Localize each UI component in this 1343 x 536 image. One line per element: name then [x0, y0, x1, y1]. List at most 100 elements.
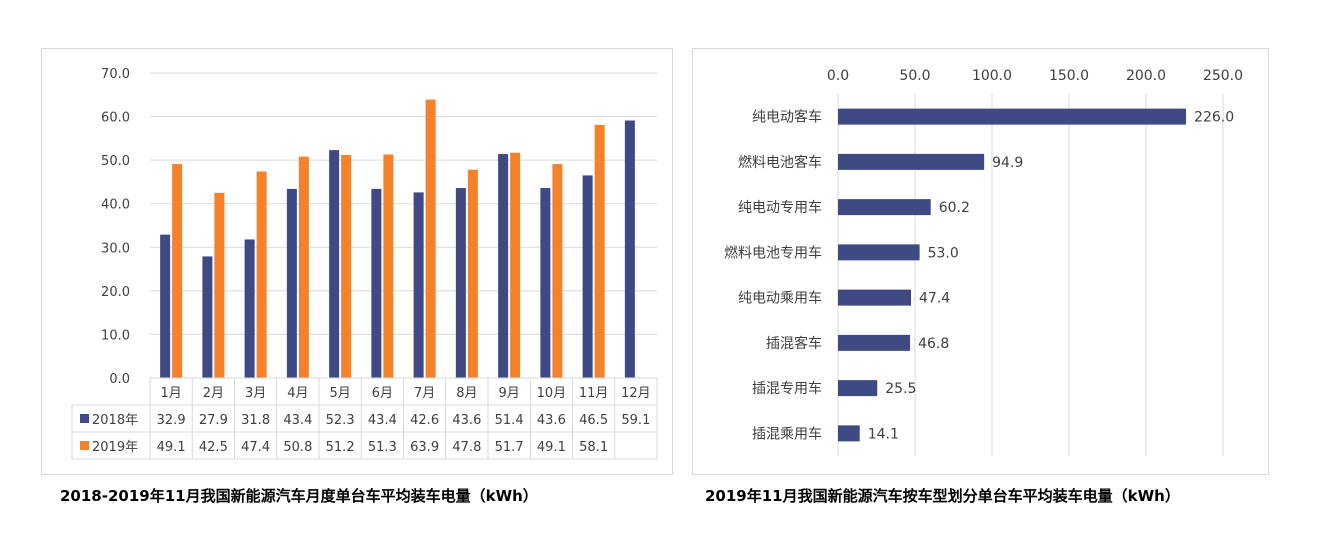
legend-key-2018年: [80, 414, 89, 423]
x-category-label: 2月: [203, 386, 224, 401]
x-category-label: 3月: [245, 386, 266, 401]
bar-插混乘用车: [838, 425, 860, 442]
table-value: 49.1: [157, 440, 186, 455]
category-label: 插混客车: [766, 335, 822, 352]
data-label: 53.0: [928, 245, 959, 261]
table-value: 63.9: [410, 440, 439, 455]
x-category-label: 9月: [498, 386, 519, 401]
bar-2019年-11月: [594, 124, 605, 378]
table-value: 43.4: [283, 413, 312, 428]
table-value: 43.6: [452, 413, 481, 428]
x-category-label: 4月: [287, 386, 308, 401]
category-label: 插混专用车: [752, 380, 822, 397]
table-value: 51.4: [495, 413, 524, 428]
x-tick-label: 100.0: [972, 68, 1012, 84]
y-tick-label: 20.0: [101, 285, 130, 300]
bar-2019年-1月: [172, 164, 183, 378]
table-value: 42.6: [410, 413, 439, 428]
bar-2019年-4月: [298, 156, 309, 378]
x-category-label: 11月: [579, 386, 609, 401]
data-label: 226.0: [1194, 110, 1234, 126]
table-value: 52.3: [326, 413, 355, 428]
category-label: 燃料电池专用车: [724, 244, 822, 261]
y-tick-label: 30.0: [101, 241, 130, 256]
table-value: 58.1: [579, 440, 608, 455]
bar-2019年-8月: [467, 169, 478, 378]
x-tick-label: 0.0: [827, 68, 849, 84]
bar-2018年-6月: [371, 188, 382, 378]
table-value: 51.3: [368, 440, 397, 455]
x-category-label: 6月: [372, 386, 393, 401]
table-value: 50.8: [283, 440, 312, 455]
bar-2018年-12月: [624, 120, 635, 378]
y-tick-label: 0.0: [109, 372, 130, 387]
x-category-label: 5月: [329, 386, 350, 401]
table-value: 27.9: [199, 413, 228, 428]
y-tick-label: 70.0: [101, 67, 130, 82]
x-tick-label: 50.0: [899, 68, 930, 84]
legend-label: 2019年: [92, 440, 138, 455]
bar-2018年-7月: [413, 192, 424, 378]
legend-label: 2018年: [92, 413, 138, 428]
data-label: 25.5: [885, 381, 916, 397]
x-category-label: 1月: [160, 386, 181, 401]
bar-纯电动乘用车: [838, 289, 911, 306]
bar-2018年-1月: [160, 234, 171, 378]
bar-纯电动专用车: [838, 199, 931, 216]
monthly-bar-chart: 0.0 10.0 20.0 30.0 40.0 50.0 60.0 70.0 1月 2月 3月 4月 5…: [71, 67, 658, 460]
bar-2018年-2月: [202, 256, 213, 378]
y-tick-label: 60.0: [101, 111, 130, 126]
bar-2018年-11月: [582, 175, 593, 378]
category-label: 纯电动专用车: [738, 199, 822, 216]
y-tick-label: 40.0: [101, 198, 130, 213]
bar-2019年-5月: [341, 154, 352, 378]
table-value: 59.1: [621, 413, 650, 428]
category-label: 纯电动乘用车: [738, 290, 822, 307]
y-tick-label: 50.0: [101, 154, 130, 169]
table-value: 51.7: [495, 440, 524, 455]
bar-2018年-4月: [286, 188, 297, 378]
bar-2019年-6月: [383, 154, 394, 378]
bar-2018年-9月: [498, 154, 509, 378]
x-category-label: 7月: [414, 386, 435, 401]
x-tick-label: 250.0: [1203, 68, 1243, 84]
table-value: 47.8: [452, 440, 481, 455]
bar-2018年-10月: [540, 188, 551, 378]
table-value: 32.9: [157, 413, 186, 428]
bar-2018年-5月: [329, 150, 340, 378]
table-value: 42.5: [199, 440, 228, 455]
bar-纯电动客车: [838, 108, 1187, 125]
category-label: 纯电动客车: [752, 109, 822, 126]
table-value: 49.1: [537, 440, 566, 455]
table-value: 47.4: [241, 440, 270, 455]
table-value: 43.4: [368, 413, 397, 428]
bar-2018年-8月: [455, 188, 466, 378]
x-tick-label: 200.0: [1126, 68, 1166, 84]
bar-燃料电池客车: [838, 153, 985, 170]
bar-2019年-9月: [510, 152, 521, 378]
table-value: 46.5: [579, 413, 608, 428]
data-label: 60.2: [939, 200, 970, 216]
vehicle-type-chart-panel: 0.0 50.0 100.0 150.0 200.0 250.0 纯电动客车 226.0 燃料电…: [692, 48, 1269, 475]
category-label: 燃料电池客车: [738, 154, 822, 171]
data-label: 14.1: [868, 426, 899, 442]
left-chart-caption: 2018-2019年11月我国新能源汽车月度单台车平均装车电量（kWh）: [60, 487, 538, 505]
bar-插混客车: [838, 334, 911, 351]
data-label: 94.9: [992, 155, 1023, 171]
table-value: 43.6: [537, 413, 566, 428]
y-tick-label: 10.0: [101, 328, 130, 343]
legend-key-2019年: [80, 441, 89, 450]
x-tick-label: 150.0: [1049, 68, 1089, 84]
vehicle-type-bar-chart: 0.0 50.0 100.0 150.0 200.0 250.0 纯电动客车 226.0 燃料电…: [724, 68, 1243, 456]
table-value: 51.2: [326, 440, 355, 455]
category-label: 插混乘用车: [752, 425, 822, 442]
monthly-chart-panel: 0.0 10.0 20.0 30.0 40.0 50.0 60.0 70.0 1月 2月 3月 4月 5…: [41, 48, 673, 475]
data-label: 47.4: [919, 291, 950, 307]
bar-2019年-3月: [256, 171, 267, 378]
bar-插混专用车: [838, 380, 878, 397]
x-category-label: 10月: [537, 386, 567, 401]
right-chart-caption: 2019年11月我国新能源汽车按车型划分单台车平均装车电量（kWh）: [705, 487, 1180, 505]
x-category-label: 8月: [456, 386, 477, 401]
bar-2019年-7月: [425, 99, 436, 379]
bar-燃料电池专用车: [838, 244, 920, 261]
